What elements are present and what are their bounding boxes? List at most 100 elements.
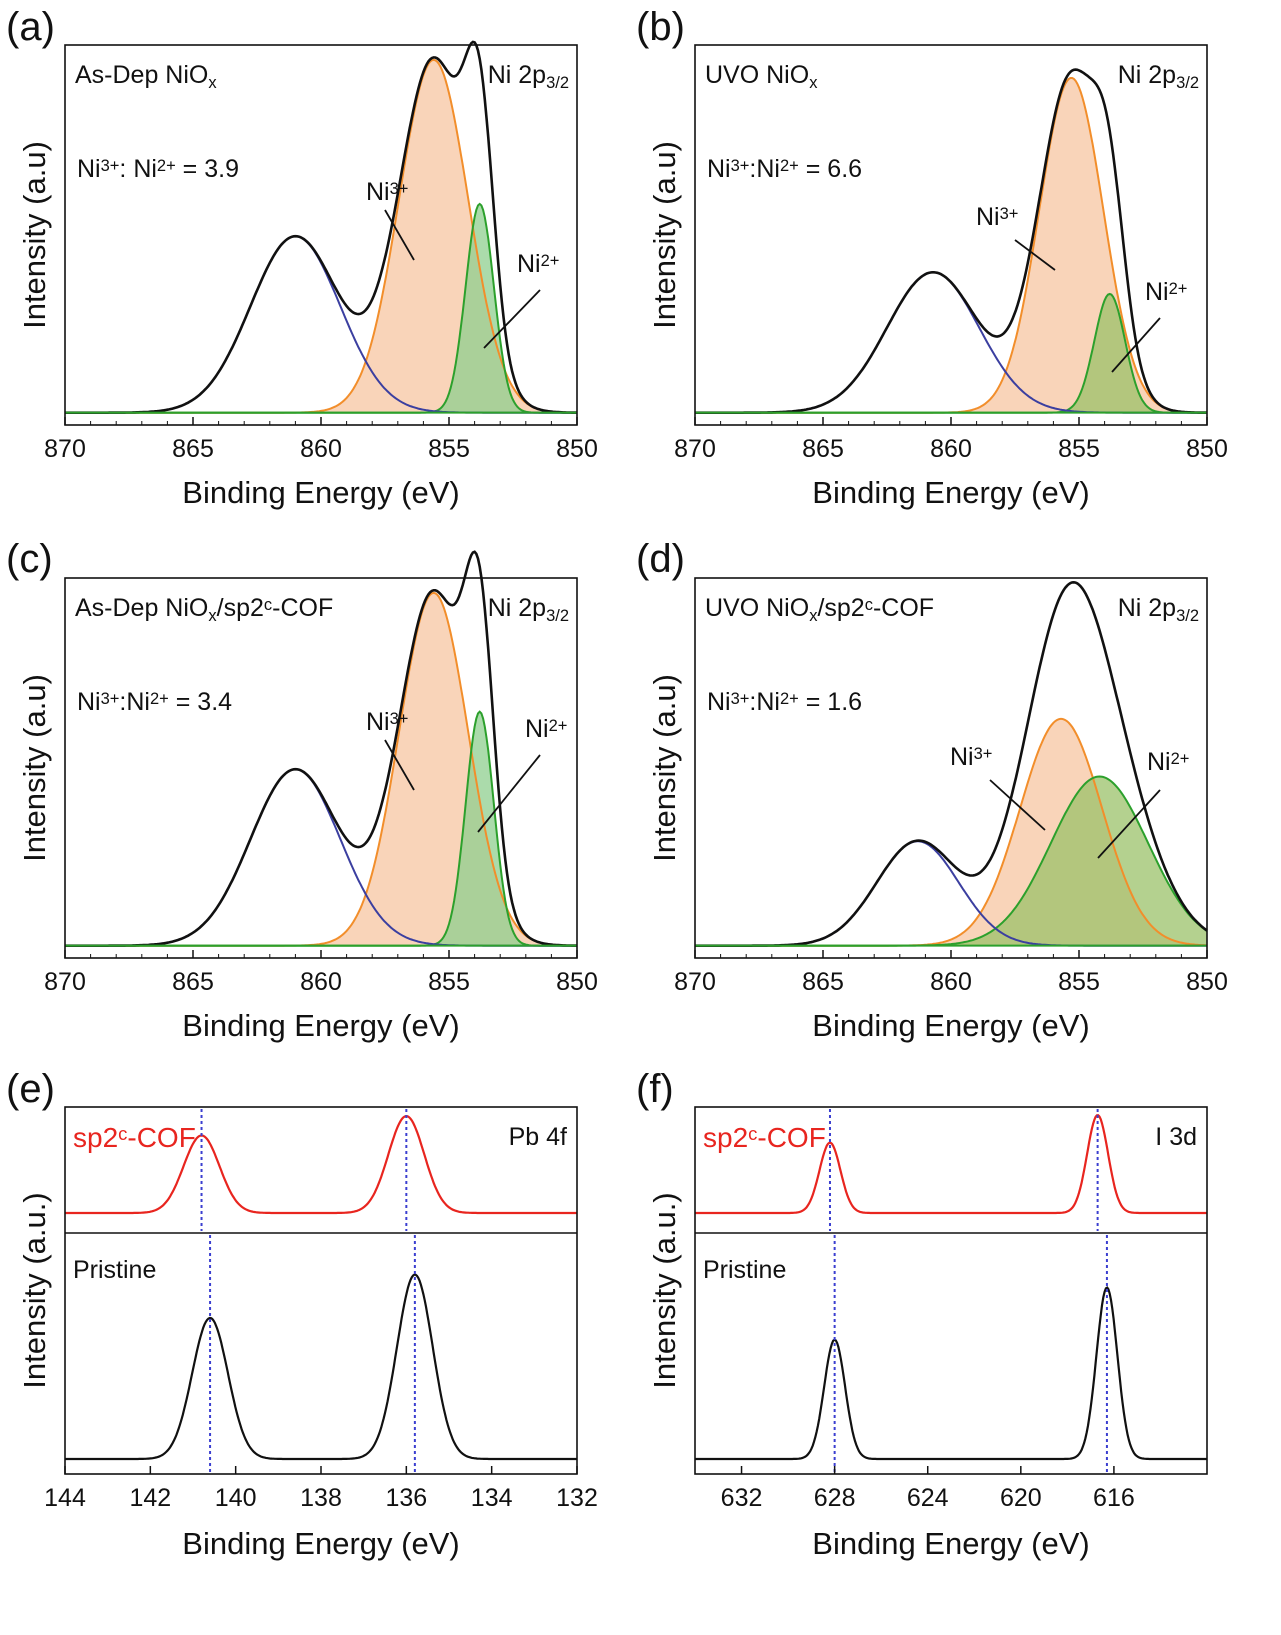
x-tick-label: 620 <box>1000 1484 1042 1512</box>
panel-d: (d) 870 865 860 855 850 Binding Energy (eV) Int… <box>636 537 1228 1043</box>
x-tick-label: 628 <box>814 1484 856 1512</box>
peak-fill-ni3plus <box>65 59 577 413</box>
ni3-pointer-line <box>989 779 1046 831</box>
x-tick-label: 860 <box>300 968 342 996</box>
spectrum-cof <box>65 1114 577 1215</box>
x-tick-label: 865 <box>802 435 844 463</box>
panel-label: (e) <box>6 1067 55 1111</box>
ratio-label: Ni3+:Ni2+ = 3.4 <box>77 688 232 716</box>
region-label: Ni 2p3/2 <box>1118 594 1199 625</box>
x-tick-label: 138 <box>300 1484 342 1512</box>
panel-label: (a) <box>6 5 55 49</box>
x-tick-label: 850 <box>1186 968 1228 996</box>
x-tick-label: 870 <box>674 435 716 463</box>
y-axis-label: Intensity (a.u.) <box>647 1192 682 1388</box>
series-label-pristine: Pristine <box>73 1256 156 1284</box>
x-tick-label: 855 <box>428 435 470 463</box>
x-axis-label: Binding Energy (eV) <box>182 475 459 510</box>
x-tick-label: 144 <box>44 1484 86 1512</box>
sample-label: As-Dep NiOx/sp2c-COF <box>75 594 333 625</box>
region-label: I 3d <box>1155 1123 1197 1151</box>
peak-line-ni3plus <box>65 591 577 947</box>
ni3-peak-label: Ni3+ <box>950 743 992 771</box>
panel-a: (a) 870 865 860 855 850 Binding Energy (eV) Int… <box>6 5 598 510</box>
spectrum-cof <box>695 1114 1207 1215</box>
ratio-label: Ni3+:Ni2+ = 6.6 <box>707 155 862 183</box>
ratio-label: Ni3+: Ni2+ = 3.9 <box>77 155 239 183</box>
sample-label: UVO NiOx/sp2c-COF <box>705 594 934 625</box>
panel-b: (b) 870 865 860 855 850 Binding Energy (eV) Int… <box>636 5 1228 510</box>
x-tick-label: 865 <box>172 435 214 463</box>
x-tick-label: 850 <box>556 435 598 463</box>
x-tick-label: 624 <box>907 1484 949 1512</box>
ni3-pointer-line <box>384 739 415 791</box>
ni3-pointer-line <box>1014 239 1056 271</box>
panel-label: (c) <box>6 537 53 581</box>
x-tick-label: 855 <box>1058 968 1100 996</box>
ni3-pointer-line <box>384 209 415 261</box>
x-tick-label: 870 <box>44 435 86 463</box>
sample-label: UVO NiOx <box>705 61 818 92</box>
panel-label: (d) <box>636 537 685 581</box>
region-label: Pb 4f <box>509 1123 567 1151</box>
ni2-peak-label: Ni2+ <box>517 250 559 278</box>
x-tick-label: 860 <box>930 435 972 463</box>
sample-label: As-Dep NiOx <box>75 61 217 92</box>
panel-f: (f) sp2c-COF Pristine I 3d 632 628 624 620 616Bi… <box>636 1067 1208 1561</box>
ni2-peak-label: Ni2+ <box>1145 278 1187 306</box>
x-tick-label: 865 <box>802 968 844 996</box>
plot-frame <box>64 1106 578 1475</box>
ni3-peak-label: Ni3+ <box>366 178 408 206</box>
series-label-cof: sp2c-COF <box>703 1122 826 1153</box>
x-tick-label: 865 <box>172 968 214 996</box>
spectrum-pristine <box>65 1273 577 1461</box>
ni3-peak-label: Ni3+ <box>366 708 408 736</box>
ni2-pointer-line <box>1111 317 1161 373</box>
x-tick-label: 140 <box>215 1484 257 1512</box>
ni2-peak-label: Ni2+ <box>1147 748 1189 776</box>
peak-fill-ni3plus <box>695 78 1207 413</box>
x-tick-label: 142 <box>129 1484 171 1512</box>
peak-fill-ni2plus <box>65 203 577 413</box>
x-tick-label: 850 <box>556 968 598 996</box>
x-tick-label: 860 <box>300 435 342 463</box>
x-tick-label: 616 <box>1093 1484 1135 1512</box>
spectrum-pristine <box>695 1286 1207 1461</box>
peak-fill-ni3plus <box>65 592 577 946</box>
plot-frame <box>694 1106 1208 1475</box>
x-axis-label: Binding Energy (eV) <box>182 1526 459 1561</box>
x-tick-label: 632 <box>721 1484 763 1512</box>
ni2-peak-label: Ni2+ <box>525 715 567 743</box>
x-tick-label: 136 <box>385 1484 427 1512</box>
y-axis-label: Intensity (a.u.) <box>17 1192 52 1388</box>
ni3-peak-label: Ni3+ <box>976 203 1018 231</box>
ni2-pointer-line <box>1097 789 1161 859</box>
y-axis-label: Intensity (a.u) <box>17 141 52 329</box>
peak-fill-ni2plus <box>65 711 577 946</box>
series-label-cof: sp2c-COF <box>73 1122 196 1153</box>
y-axis-label: Intensity (a.u) <box>647 674 682 862</box>
x-tick-label: 870 <box>674 968 716 996</box>
region-label: Ni 2p3/2 <box>488 61 569 92</box>
x-tick-label: 870 <box>44 968 86 996</box>
region-label: Ni 2p3/2 <box>488 594 569 625</box>
y-axis-label: Intensity (a.u) <box>17 674 52 862</box>
x-tick-label: 134 <box>471 1484 513 1512</box>
peak-fill-ni2plus <box>695 293 1207 413</box>
x-axis-label: Binding Energy (eV) <box>812 475 1089 510</box>
x-axis-label: Binding Energy (eV) <box>812 1526 1089 1561</box>
ni2-pointer-line <box>477 754 541 833</box>
ni2-pointer-line <box>483 289 541 349</box>
series-label-pristine: Pristine <box>703 1256 786 1284</box>
x-axis-label: Binding Energy (eV) <box>812 1008 1089 1043</box>
panel-label: (b) <box>636 5 685 49</box>
x-tick-label: 132 <box>556 1484 598 1512</box>
ratio-label: Ni3+:Ni2+ = 1.6 <box>707 688 862 716</box>
x-axis-label: Binding Energy (eV) <box>182 1008 459 1043</box>
x-tick-label: 855 <box>428 968 470 996</box>
panel-label: (f) <box>636 1067 674 1111</box>
y-axis-label: Intensity (a.u) <box>647 141 682 329</box>
panel-c: (c) 870 865 860 855 850 Binding Energy (eV) Int… <box>6 537 598 1043</box>
panel-e: (e) sp2c-COF Pristine Pb 4f 144 142 140 138 136 1… <box>6 1067 598 1561</box>
